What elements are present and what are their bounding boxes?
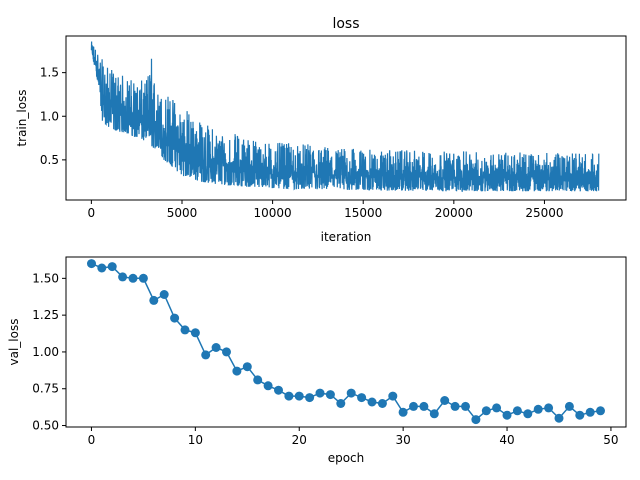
- val-loss-point: [294, 391, 304, 401]
- x-tick-label: 20000: [435, 206, 473, 220]
- val-loss-point: [398, 407, 408, 417]
- val-loss-point: [461, 401, 470, 411]
- train-loss-plot-area: [90, 41, 600, 193]
- val-loss-point: [253, 375, 263, 385]
- val-loss-chart: 0 10 20 30 40 50 0.50 0.75 1.00 1.25 1.50 epoch v…: [7, 256, 627, 465]
- train-loss-axes-frame: [65, 35, 627, 201]
- val-loss-point: [190, 328, 200, 338]
- val-loss-point: [336, 399, 346, 408]
- train-loss-chart: loss 0 5000 10000 15000 20000 25000 0.5 1.0 1.5…: [15, 16, 627, 244]
- val-loss-point: [97, 263, 107, 273]
- val-loss-point: [284, 391, 294, 401]
- val-loss-point: [502, 410, 512, 420]
- y-tick-label: 1.5: [40, 66, 59, 80]
- val-loss-point: [429, 409, 439, 419]
- val-loss-point: [492, 403, 502, 413]
- val-loss-point: [419, 401, 429, 411]
- val-loss-point: [315, 388, 325, 398]
- y-tick-label: 1.50: [32, 271, 59, 285]
- val-loss-point: [118, 272, 128, 282]
- val-loss-point: [305, 393, 315, 403]
- val-loss-point: [523, 409, 533, 419]
- x-tick-label: 20: [292, 433, 307, 447]
- train-loss-y-ticks: 0.5 1.0 1.5: [40, 66, 66, 167]
- val-loss-point: [232, 366, 242, 376]
- x-tick-label: 0: [88, 433, 96, 447]
- val-loss-point: [564, 401, 574, 411]
- val-loss-y-axis-label: val_loss: [7, 319, 21, 366]
- val-loss-point: [87, 259, 96, 269]
- val-loss-point: [554, 413, 564, 423]
- val-loss-point: [170, 313, 180, 323]
- val-loss-point: [159, 290, 169, 299]
- val-loss-point: [367, 397, 377, 407]
- val-loss-point: [325, 390, 335, 400]
- x-tick-label: 50: [603, 433, 618, 447]
- val-loss-point: [180, 325, 190, 335]
- x-tick-label: 5000: [167, 206, 198, 220]
- train-loss-x-ticks: 0 5000 10000 15000 20000 25000: [88, 200, 564, 220]
- val-loss-point: [544, 403, 554, 413]
- val-loss-point: [107, 262, 117, 272]
- val-loss-point: [585, 407, 595, 417]
- val-loss-point: [242, 362, 252, 372]
- val-loss-plot-area: [87, 259, 605, 425]
- y-tick-label: 0.75: [32, 382, 59, 396]
- val-loss-point: [222, 347, 231, 357]
- val-loss-point: [346, 388, 356, 398]
- val-loss-point: [533, 404, 543, 414]
- val-loss-point: [512, 406, 522, 416]
- val-loss-point: [481, 406, 491, 416]
- train-loss-line: [90, 41, 600, 193]
- val-loss-point: [211, 343, 221, 352]
- val-loss-point: [357, 393, 367, 403]
- y-tick-label: 1.0: [40, 109, 59, 123]
- y-tick-label: 0.50: [32, 419, 59, 433]
- train-loss-x-axis-label: iteration: [321, 230, 372, 244]
- val-loss-point: [274, 385, 283, 395]
- val-loss-point: [149, 295, 159, 305]
- val-loss-point: [138, 273, 148, 283]
- val-loss-axes-frame: [65, 256, 627, 428]
- x-tick-label: 15000: [344, 206, 382, 220]
- val-loss-x-ticks: 0 10 20 30 40 50: [88, 427, 619, 447]
- x-tick-label: 30: [396, 433, 411, 447]
- x-tick-label: 10000: [254, 206, 292, 220]
- val-loss-point: [450, 401, 460, 411]
- val-loss-point: [575, 410, 585, 420]
- val-loss-point: [201, 350, 211, 360]
- val-loss-point: [377, 399, 387, 408]
- chart-title: loss: [332, 16, 359, 32]
- val-loss-point: [440, 396, 450, 405]
- val-loss-point: [409, 401, 418, 411]
- x-tick-label: 0: [88, 206, 96, 220]
- train-loss-y-axis-label: train_loss: [15, 89, 29, 146]
- y-tick-label: 1.25: [32, 308, 59, 322]
- y-tick-label: 0.5: [40, 153, 59, 167]
- val-loss-x-axis-label: epoch: [328, 451, 365, 465]
- val-loss-point: [388, 391, 398, 401]
- val-loss-point: [128, 273, 138, 283]
- x-tick-label: 40: [499, 433, 514, 447]
- val-loss-point: [263, 381, 273, 391]
- y-tick-label: 1.00: [32, 345, 59, 359]
- val-loss-point: [471, 415, 481, 425]
- x-tick-label: 25000: [525, 206, 563, 220]
- x-tick-label: 10: [188, 433, 203, 447]
- val-loss-point: [596, 406, 605, 416]
- val-loss-y-ticks: 0.50 0.75 1.00 1.25 1.50: [32, 271, 66, 433]
